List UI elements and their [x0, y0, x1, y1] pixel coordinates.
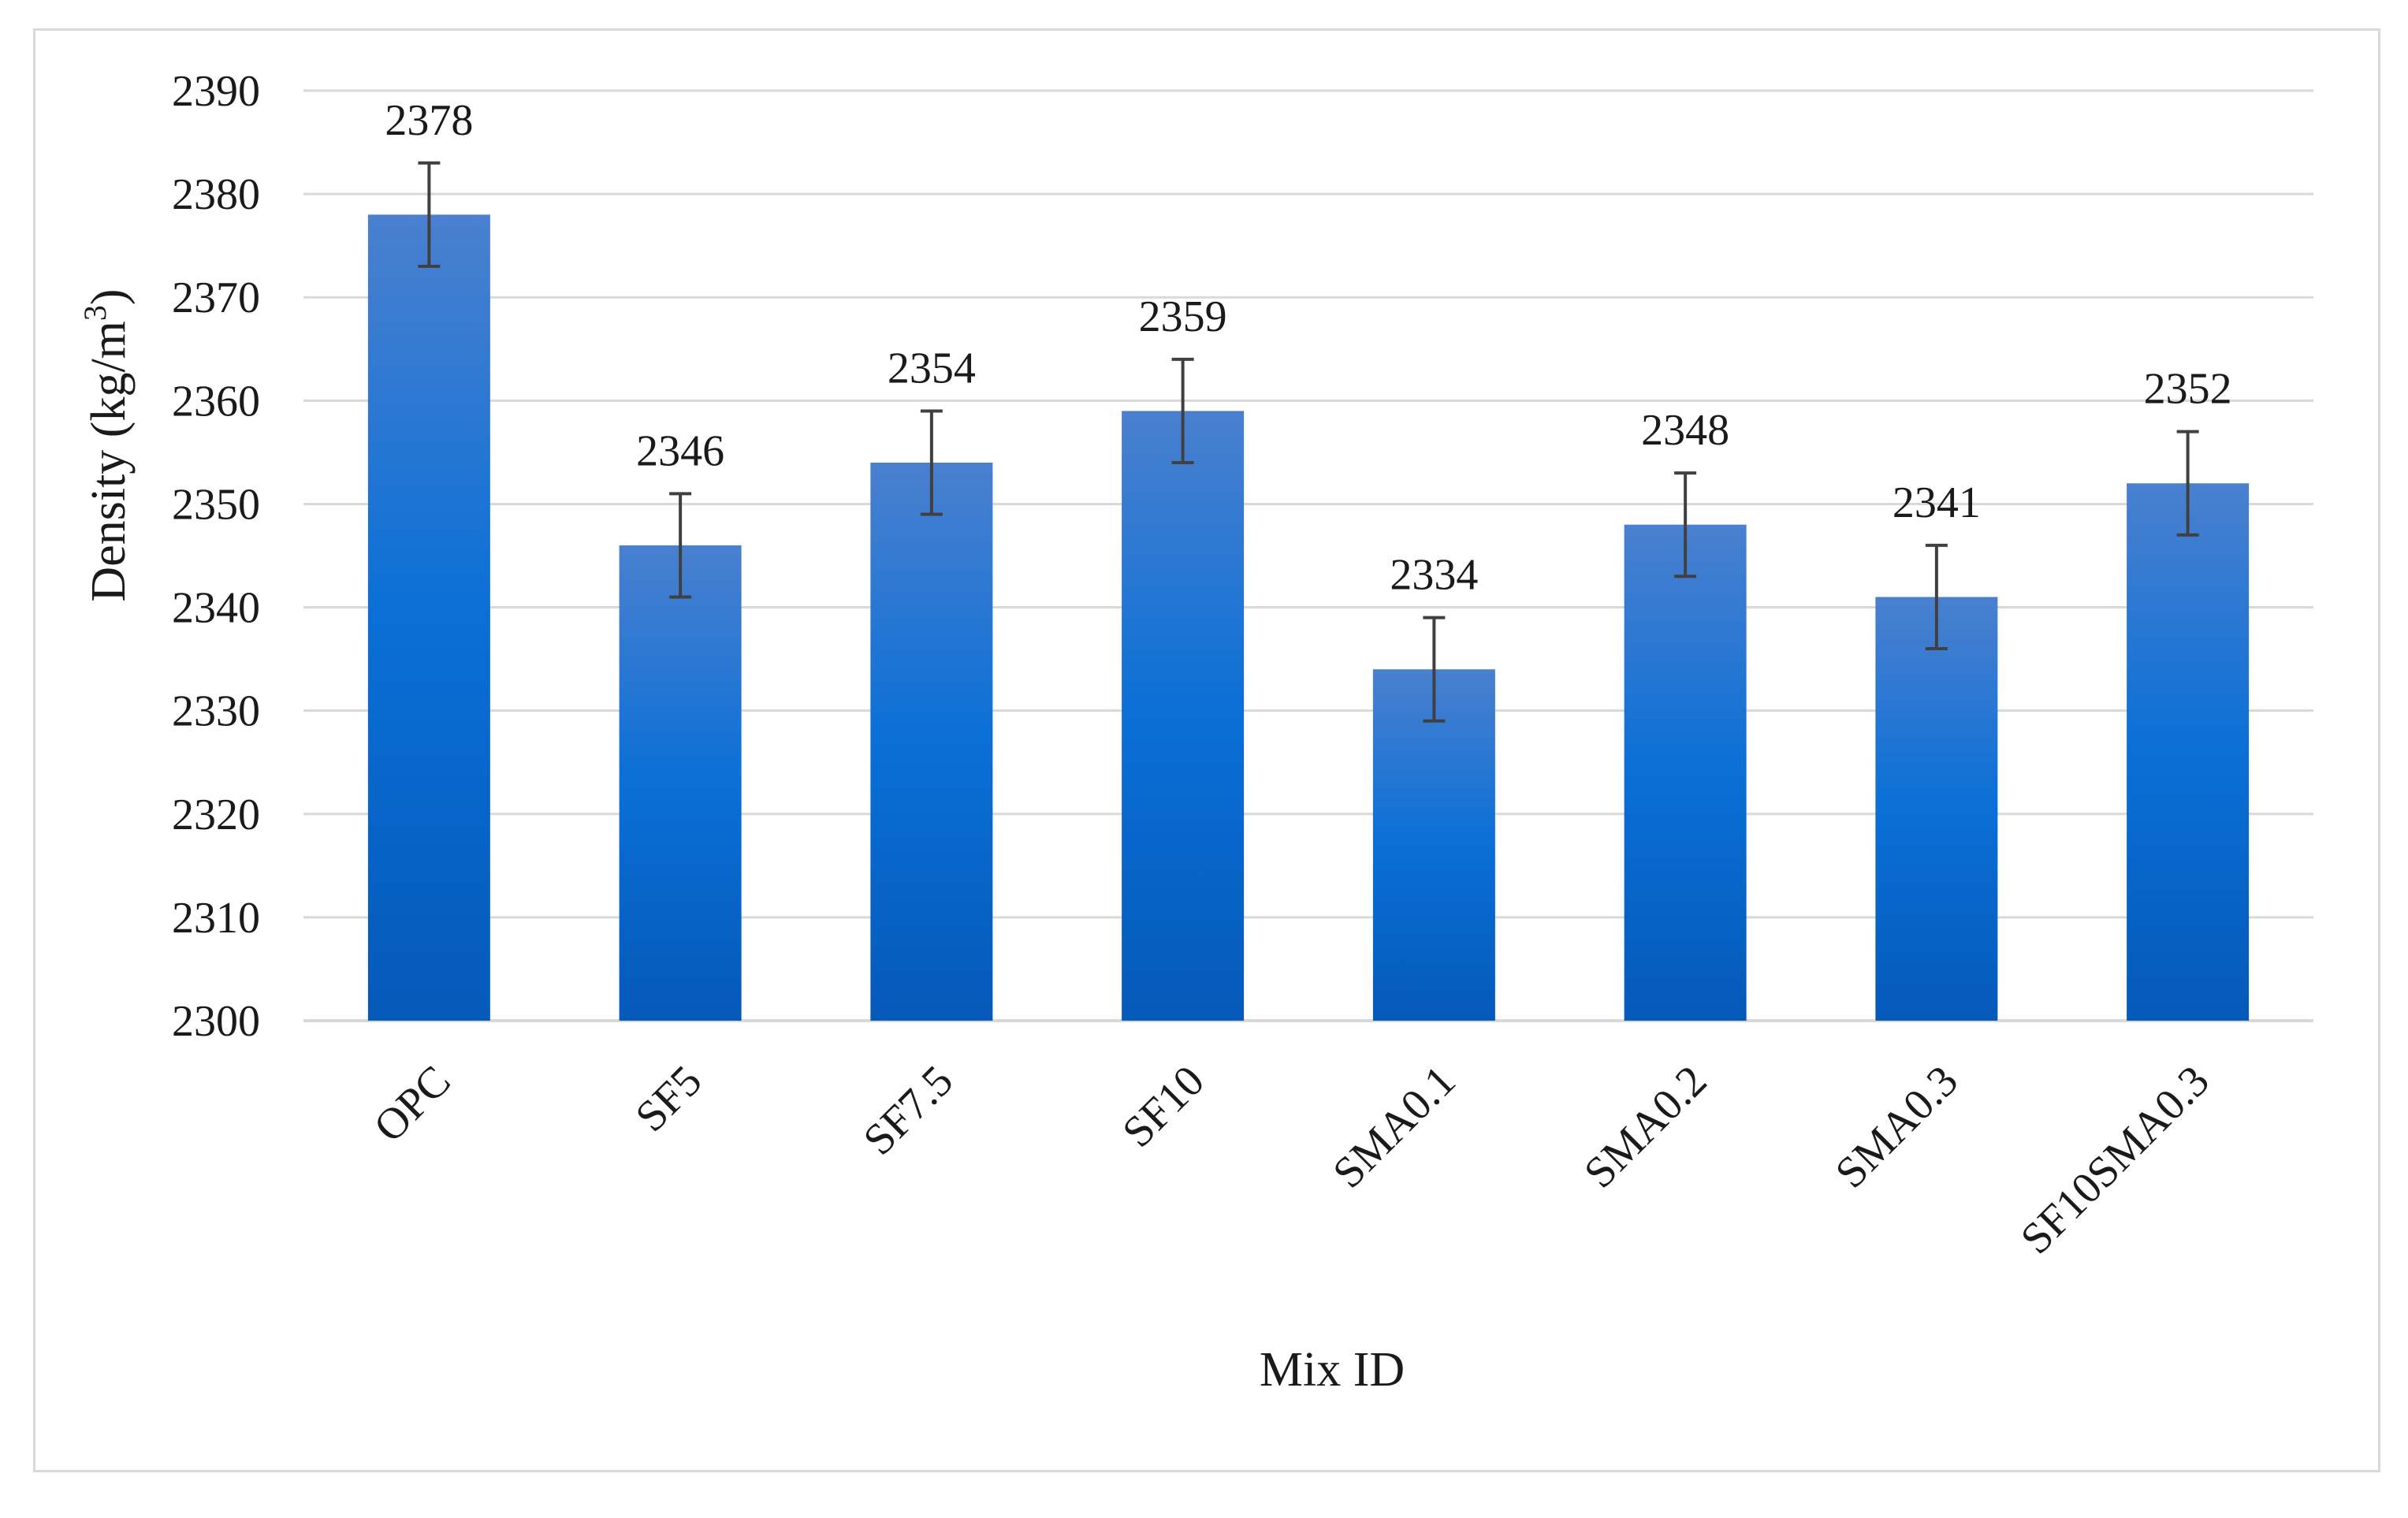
data-label: 2334: [1390, 551, 1478, 600]
data-label: 2378: [385, 96, 473, 145]
data-label: 2348: [1641, 406, 1729, 455]
bar: [1372, 669, 1495, 1021]
y-tick-label: 2310: [172, 894, 260, 943]
y-axis-title: Density (kg/m3): [77, 288, 136, 601]
y-tick-label: 2300: [172, 997, 260, 1046]
y-tick-label: 2370: [172, 273, 260, 322]
error-bar: [1171, 357, 1194, 464]
x-axis-title: Mix ID: [1260, 1343, 1405, 1397]
x-tick-label: SF7.5: [854, 1056, 962, 1164]
bar: [1624, 524, 1747, 1021]
bar: [367, 214, 490, 1021]
bar: [870, 463, 993, 1021]
y-tick-label: 2350: [172, 480, 260, 529]
x-tick-label: SF10: [1113, 1056, 1213, 1156]
error-bar: [1925, 543, 1948, 650]
y-tick-label: 2390: [172, 67, 260, 116]
x-tick-label: SMA0.3: [1826, 1056, 1967, 1197]
data-labels: 2378 2346 2354 2359 2334 2348 2341 2352: [385, 96, 2231, 600]
bar: [2127, 483, 2250, 1021]
error-bar: [669, 492, 692, 599]
data-label: 2341: [1893, 478, 1981, 527]
bar: [1122, 411, 1245, 1021]
y-tick-label: 2340: [172, 584, 260, 633]
error-bar: [1423, 616, 1446, 723]
y-tick-label: 2330: [172, 687, 260, 736]
data-label: 2359: [1139, 292, 1227, 341]
x-tick-label: SMA0.1: [1323, 1056, 1465, 1197]
error-bar: [2176, 430, 2199, 537]
y-axis-ticks: 2300 2310 2320 2330 2340 2350 2360 2370 2380 2390: [172, 67, 260, 1046]
x-tick-label: SF10SMA0.3: [2012, 1056, 2219, 1263]
data-label: 2354: [888, 344, 976, 393]
x-tick-label: SMA0.2: [1575, 1056, 1716, 1197]
bar: [1875, 597, 1998, 1021]
error-bar: [418, 161, 441, 268]
y-tick-label: 2380: [172, 170, 260, 219]
error-bar: [1674, 471, 1697, 579]
error-bar: [920, 409, 943, 516]
bars: [367, 214, 2250, 1021]
y-tick-label: 2320: [172, 791, 260, 839]
error-bars: [418, 161, 2199, 723]
x-tick-label: SF5: [627, 1056, 712, 1141]
x-tick-label: OPC: [365, 1056, 460, 1152]
bar: [619, 545, 742, 1021]
x-axis-categories: OPC SF5 SF7.5 SF10 SMA0.1 SMA0.2 SMA0.3 SF10SMA…: [365, 1056, 2219, 1263]
y-tick-label: 2360: [172, 377, 260, 426]
gridlines: [303, 89, 2313, 1022]
data-label: 2346: [636, 426, 724, 475]
data-label: 2352: [2144, 365, 2232, 414]
